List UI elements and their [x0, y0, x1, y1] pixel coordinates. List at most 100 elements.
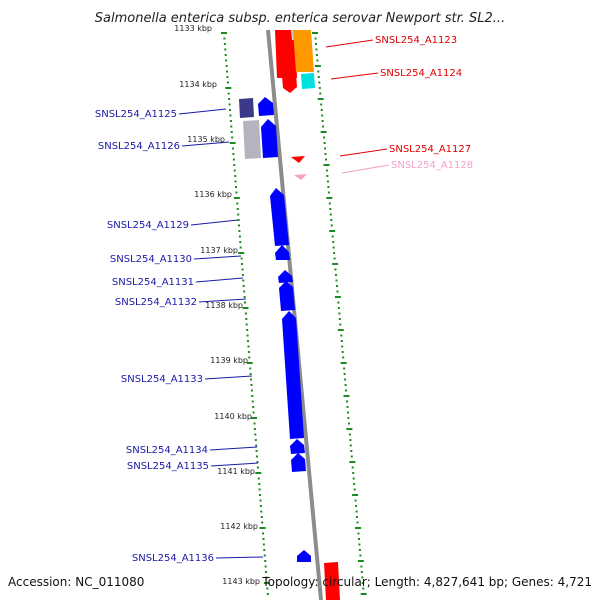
- major-tick: [349, 461, 356, 463]
- major-tick: [346, 428, 353, 430]
- minor-tick: [236, 208, 239, 210]
- major-tick: [332, 263, 339, 265]
- leader-line: [325, 39, 374, 48]
- minor-tick: [355, 510, 358, 513]
- minor-tick: [263, 549, 266, 551]
- tick-label: 1133 kbp: [174, 24, 212, 33]
- minor-tick: [346, 406, 349, 408]
- gene-label-a1135[interactable]: SNSL254_A1135: [127, 461, 209, 472]
- minor-tick: [252, 406, 255, 408]
- minor-tick: [353, 483, 356, 485]
- minor-tick: [238, 224, 240, 227]
- minor-tick: [223, 37, 226, 40]
- major-tick: [233, 197, 240, 199]
- minor-tick: [352, 477, 355, 480]
- minor-tick: [239, 246, 242, 249]
- minor-tick: [343, 367, 346, 370]
- feature-a1128-pink: [294, 174, 307, 180]
- feature-a1126-blue: [261, 119, 278, 158]
- major-tick: [323, 164, 330, 166]
- major-tick: [352, 494, 359, 496]
- minor-tick: [327, 186, 330, 188]
- minor-tick: [315, 48, 318, 51]
- minor-tick: [341, 345, 344, 348]
- feature-a1125-darkblue: [239, 98, 254, 118]
- minor-tick: [347, 411, 349, 414]
- minor-tick: [226, 81, 229, 84]
- tick-label: 1135 kbp: [187, 135, 225, 144]
- gene-label-a1133[interactable]: SNSL254_A1133: [121, 374, 203, 385]
- genome-backbone: [266, 29, 323, 600]
- minor-tick: [338, 318, 341, 320]
- leader-line: [198, 298, 247, 303]
- major-tick: [263, 582, 270, 584]
- gene-label-a1126[interactable]: SNSL254_A1126: [98, 141, 180, 152]
- minor-tick: [336, 290, 339, 293]
- minor-tick: [245, 318, 248, 320]
- minor-tick: [340, 340, 343, 342]
- leader-line: [204, 375, 253, 380]
- minor-tick: [261, 521, 264, 524]
- major-tick: [334, 296, 341, 298]
- minor-tick: [254, 439, 257, 441]
- leader-line: [341, 164, 390, 174]
- feature-a1135-blue: [291, 453, 306, 472]
- major-tick: [312, 32, 318, 34]
- gene-label-a1132[interactable]: SNSL254_A1132: [115, 297, 197, 308]
- minor-tick: [319, 92, 322, 95]
- minor-tick: [246, 334, 249, 337]
- feature-bottom-red: [324, 562, 340, 600]
- minor-tick: [314, 37, 317, 40]
- minor-tick: [238, 235, 241, 238]
- minor-tick: [359, 554, 362, 557]
- minor-tick: [243, 296, 246, 298]
- minor-tick: [256, 455, 258, 458]
- minor-tick: [340, 334, 343, 337]
- minor-tick: [355, 505, 358, 507]
- minor-tick: [358, 549, 361, 551]
- minor-tick: [322, 125, 325, 128]
- minor-tick: [250, 378, 252, 381]
- minor-tick: [265, 571, 267, 573]
- minor-tick: [256, 461, 259, 463]
- minor-tick: [318, 81, 321, 84]
- minor-tick: [334, 268, 337, 271]
- minor-tick: [250, 389, 253, 392]
- gene-label-a1136[interactable]: SNSL254_A1136: [132, 553, 214, 564]
- minor-tick: [263, 554, 266, 557]
- tick-label: 1138 kbp: [205, 301, 243, 310]
- minor-tick: [320, 109, 323, 111]
- gene-label-a1123[interactable]: SNSL254_A1123: [375, 35, 457, 46]
- gene-label-a1128[interactable]: SNSL254_A1128: [391, 160, 473, 171]
- minor-tick: [337, 307, 340, 309]
- minor-tick: [241, 268, 244, 271]
- gene-label-a1131[interactable]: SNSL254_A1131: [112, 277, 194, 288]
- minor-tick: [245, 323, 248, 326]
- leader-line: [209, 446, 258, 451]
- right-gene-labels: SNSL254_A1123 SNSL254_A1124 SNSL254_A112…: [325, 35, 473, 174]
- major-tick: [314, 65, 321, 67]
- minor-tick: [332, 241, 335, 243]
- leader-line: [181, 141, 230, 147]
- gene-label-a1125[interactable]: SNSL254_A1125: [95, 109, 177, 120]
- major-tick: [320, 131, 327, 133]
- minor-tick: [325, 158, 327, 161]
- minor-tick: [338, 312, 341, 315]
- gene-label-a1124[interactable]: SNSL254_A1124: [380, 68, 462, 79]
- minor-tick: [344, 378, 347, 381]
- minor-tick: [232, 158, 235, 161]
- minor-tick: [224, 48, 227, 51]
- minor-tick: [352, 472, 355, 474]
- minor-tick: [342, 356, 345, 359]
- gene-label-a1134[interactable]: SNSL254_A1134: [126, 445, 208, 456]
- minor-tick: [244, 301, 246, 304]
- major-tick: [259, 527, 266, 529]
- minor-tick: [332, 246, 335, 249]
- minor-tick: [344, 384, 347, 386]
- minor-tick: [242, 285, 245, 287]
- gene-label-a1130[interactable]: SNSL254_A1130: [110, 254, 192, 265]
- minor-tick: [249, 373, 252, 375]
- gene-label-a1129[interactable]: SNSL254_A1129: [107, 220, 189, 231]
- minor-tick: [229, 109, 231, 111]
- gene-label-a1127[interactable]: SNSL254_A1127: [389, 144, 471, 155]
